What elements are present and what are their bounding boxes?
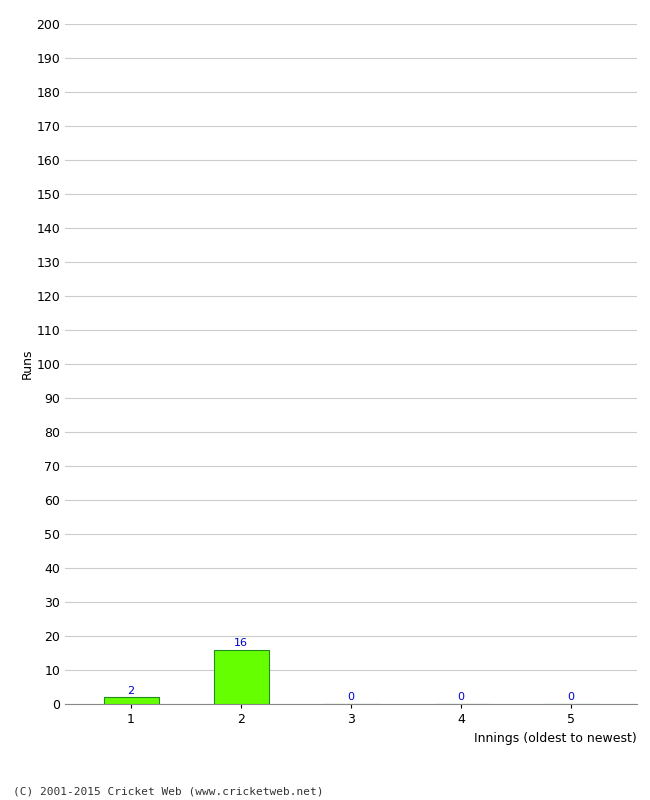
Bar <box>213 650 268 704</box>
Text: 2: 2 <box>127 686 135 695</box>
Text: 0: 0 <box>348 692 354 702</box>
Text: 16: 16 <box>234 638 248 648</box>
Bar <box>103 697 159 704</box>
Text: 0: 0 <box>458 692 465 702</box>
Y-axis label: Runs: Runs <box>21 349 34 379</box>
Text: (C) 2001-2015 Cricket Web (www.cricketweb.net): (C) 2001-2015 Cricket Web (www.cricketwe… <box>13 786 324 796</box>
X-axis label: Innings (oldest to newest): Innings (oldest to newest) <box>474 731 637 745</box>
Text: 0: 0 <box>567 692 575 702</box>
